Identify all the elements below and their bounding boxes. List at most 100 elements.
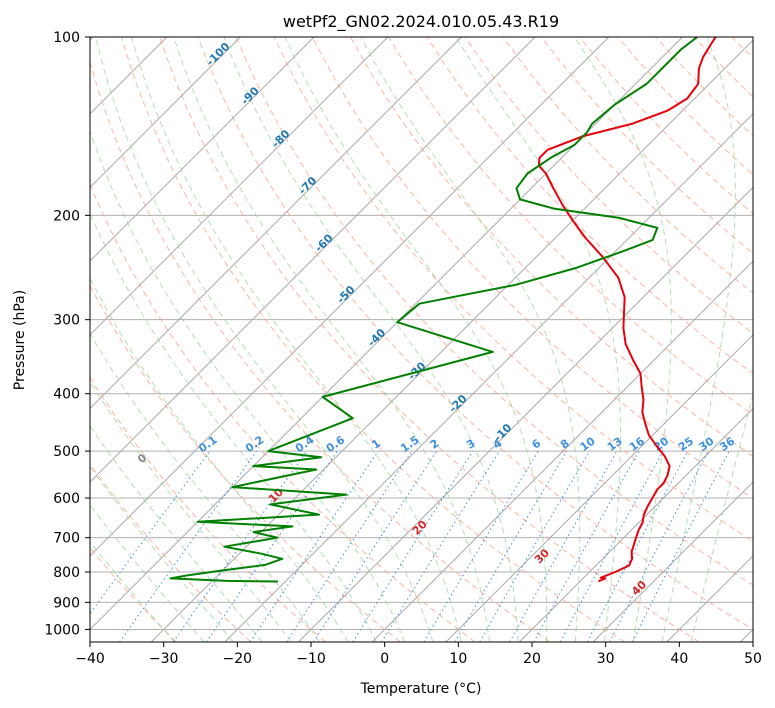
x-tick-label: 10 xyxy=(449,651,467,667)
y-tick-label: 800 xyxy=(53,565,80,581)
isotherm-label: -40 xyxy=(365,326,388,349)
isotherm-label: -60 xyxy=(312,231,335,254)
x-tick-label: 20 xyxy=(523,651,541,667)
dry-adiabat-line xyxy=(90,60,551,642)
isotherm-line xyxy=(90,37,536,483)
y-tick-label: 100 xyxy=(53,30,80,46)
isotherm-label: -50 xyxy=(334,283,357,306)
moist-adiabat-line xyxy=(95,37,434,642)
moist-adiabat-label: 30 xyxy=(532,546,552,566)
moist-adiabat-label: 40 xyxy=(629,578,649,598)
plot-area: -100-90-80-70-60-50-40-30-20-100.1 0.2 0.4… xyxy=(90,37,775,642)
dry-adiabat-line xyxy=(350,37,753,458)
x-tick-label: 30 xyxy=(597,651,615,667)
isotherm-line xyxy=(445,334,753,642)
dry-adiabat-line xyxy=(90,182,476,642)
dry-adiabat-line xyxy=(90,284,401,642)
dry-adiabat-line xyxy=(90,463,252,642)
dry-adiabat-line xyxy=(579,37,753,215)
mixing-ratio-line xyxy=(313,450,438,642)
isotherm-label: -70 xyxy=(296,174,319,197)
mixing-ratio-line xyxy=(533,450,640,642)
y-tick-label: 500 xyxy=(53,444,80,460)
isotherm-line xyxy=(90,37,462,410)
moist-adiabat-line xyxy=(690,392,753,642)
dry-adiabat-line xyxy=(502,37,753,294)
dewpoint-profile-line xyxy=(169,37,698,583)
mixing-ratio-line xyxy=(559,450,664,642)
chart-title: wetPf2_GN02.2024.010.05.43.R19 xyxy=(283,12,559,32)
moist-adiabat-line xyxy=(173,37,491,642)
mixing-ratio-label: 0.1 xyxy=(196,433,219,455)
isotherm-line xyxy=(740,628,753,642)
moist-adiabat-line xyxy=(90,332,320,642)
dry-adiabat-line xyxy=(197,37,753,630)
y-tick-label: 1000 xyxy=(44,622,80,638)
dry-adiabat-line xyxy=(311,37,753,500)
mixing-ratio-line xyxy=(454,450,568,642)
moist-adiabat-line xyxy=(90,424,263,642)
mixing-ratio-label: 0.6 xyxy=(324,433,348,455)
mixing-ratio-line xyxy=(172,450,308,642)
mixing-ratio-line xyxy=(423,450,539,642)
mixing-ratio-line xyxy=(119,450,258,642)
x-tick-label: 40 xyxy=(670,651,688,667)
x-tick-label: −10 xyxy=(296,651,326,667)
moist-adiabat-line xyxy=(661,37,736,642)
isotherm-label: -20 xyxy=(446,392,469,415)
moist-adiabat-label: 20 xyxy=(410,517,430,537)
moist-adiabat-line xyxy=(223,37,519,642)
moist-adiabat-line xyxy=(90,211,377,642)
mixing-ratio-line xyxy=(632,450,730,642)
x-tick-label: 0 xyxy=(380,651,389,667)
mixing-ratio-line xyxy=(381,450,500,642)
isotherm-line xyxy=(90,37,389,336)
mixing-ratio-label: 2 xyxy=(428,437,442,452)
dry-adiabat-line xyxy=(541,37,753,254)
dry-adiabat-line xyxy=(121,37,625,642)
y-tick-label: 300 xyxy=(53,313,80,329)
isotherm-line xyxy=(592,481,753,642)
moist-adiabat-line xyxy=(90,540,176,642)
dry-adiabat-line xyxy=(770,37,775,642)
x-tick-label: 50 xyxy=(744,651,762,667)
isotherm-line xyxy=(666,555,753,642)
dry-adiabat-line xyxy=(617,37,753,176)
isotherm-label: -80 xyxy=(269,127,292,150)
isotherm-label: -90 xyxy=(239,84,262,107)
mixing-ratio-label: 1.5 xyxy=(398,433,421,455)
mixing-ratio-label: 3 xyxy=(464,437,478,452)
y-tick-label: 700 xyxy=(53,531,80,547)
moist-adiabat-line xyxy=(574,37,672,642)
mixing-ratio-label: 6 xyxy=(529,437,543,452)
mixing-ratio-line xyxy=(509,450,618,642)
axes: −40 −30 −20 −10 0 10 20 30 40 5010020030040050060… xyxy=(44,30,762,667)
y-tick-label: 600 xyxy=(53,491,80,507)
moist-adiabat-line xyxy=(284,37,548,642)
y-tick-label: 200 xyxy=(53,208,80,224)
y-tick-label: 400 xyxy=(53,387,80,403)
moist-adiabat-line xyxy=(90,504,205,642)
moist-adiabat-line xyxy=(131,37,462,642)
moist-adiabat-line xyxy=(90,276,349,642)
dry-adiabat-line xyxy=(655,37,753,137)
isotherm-line xyxy=(371,260,753,642)
x-axis-title: Temperature (°C) xyxy=(360,681,482,697)
mixing-ratio-line xyxy=(586,450,689,642)
dry-adiabat-line xyxy=(273,37,753,543)
dry-adiabat-line xyxy=(90,376,327,642)
isotherm-line xyxy=(519,407,753,642)
y-tick-label: 900 xyxy=(53,595,80,611)
x-tick-label: −20 xyxy=(223,651,253,667)
moist-adiabat-line xyxy=(360,37,581,642)
moist-adiabat-line xyxy=(90,129,406,642)
y-axis-title: Pressure (hPa) xyxy=(12,290,28,390)
isotherm-line xyxy=(90,37,610,557)
isotherm-label: -100 xyxy=(204,40,233,69)
x-tick-label: −30 xyxy=(149,651,179,667)
dry-adiabat-line xyxy=(159,37,700,642)
isotherm-line xyxy=(90,37,315,262)
dry-adiabat-line xyxy=(235,37,753,586)
mixing-ratio-line xyxy=(286,450,413,642)
